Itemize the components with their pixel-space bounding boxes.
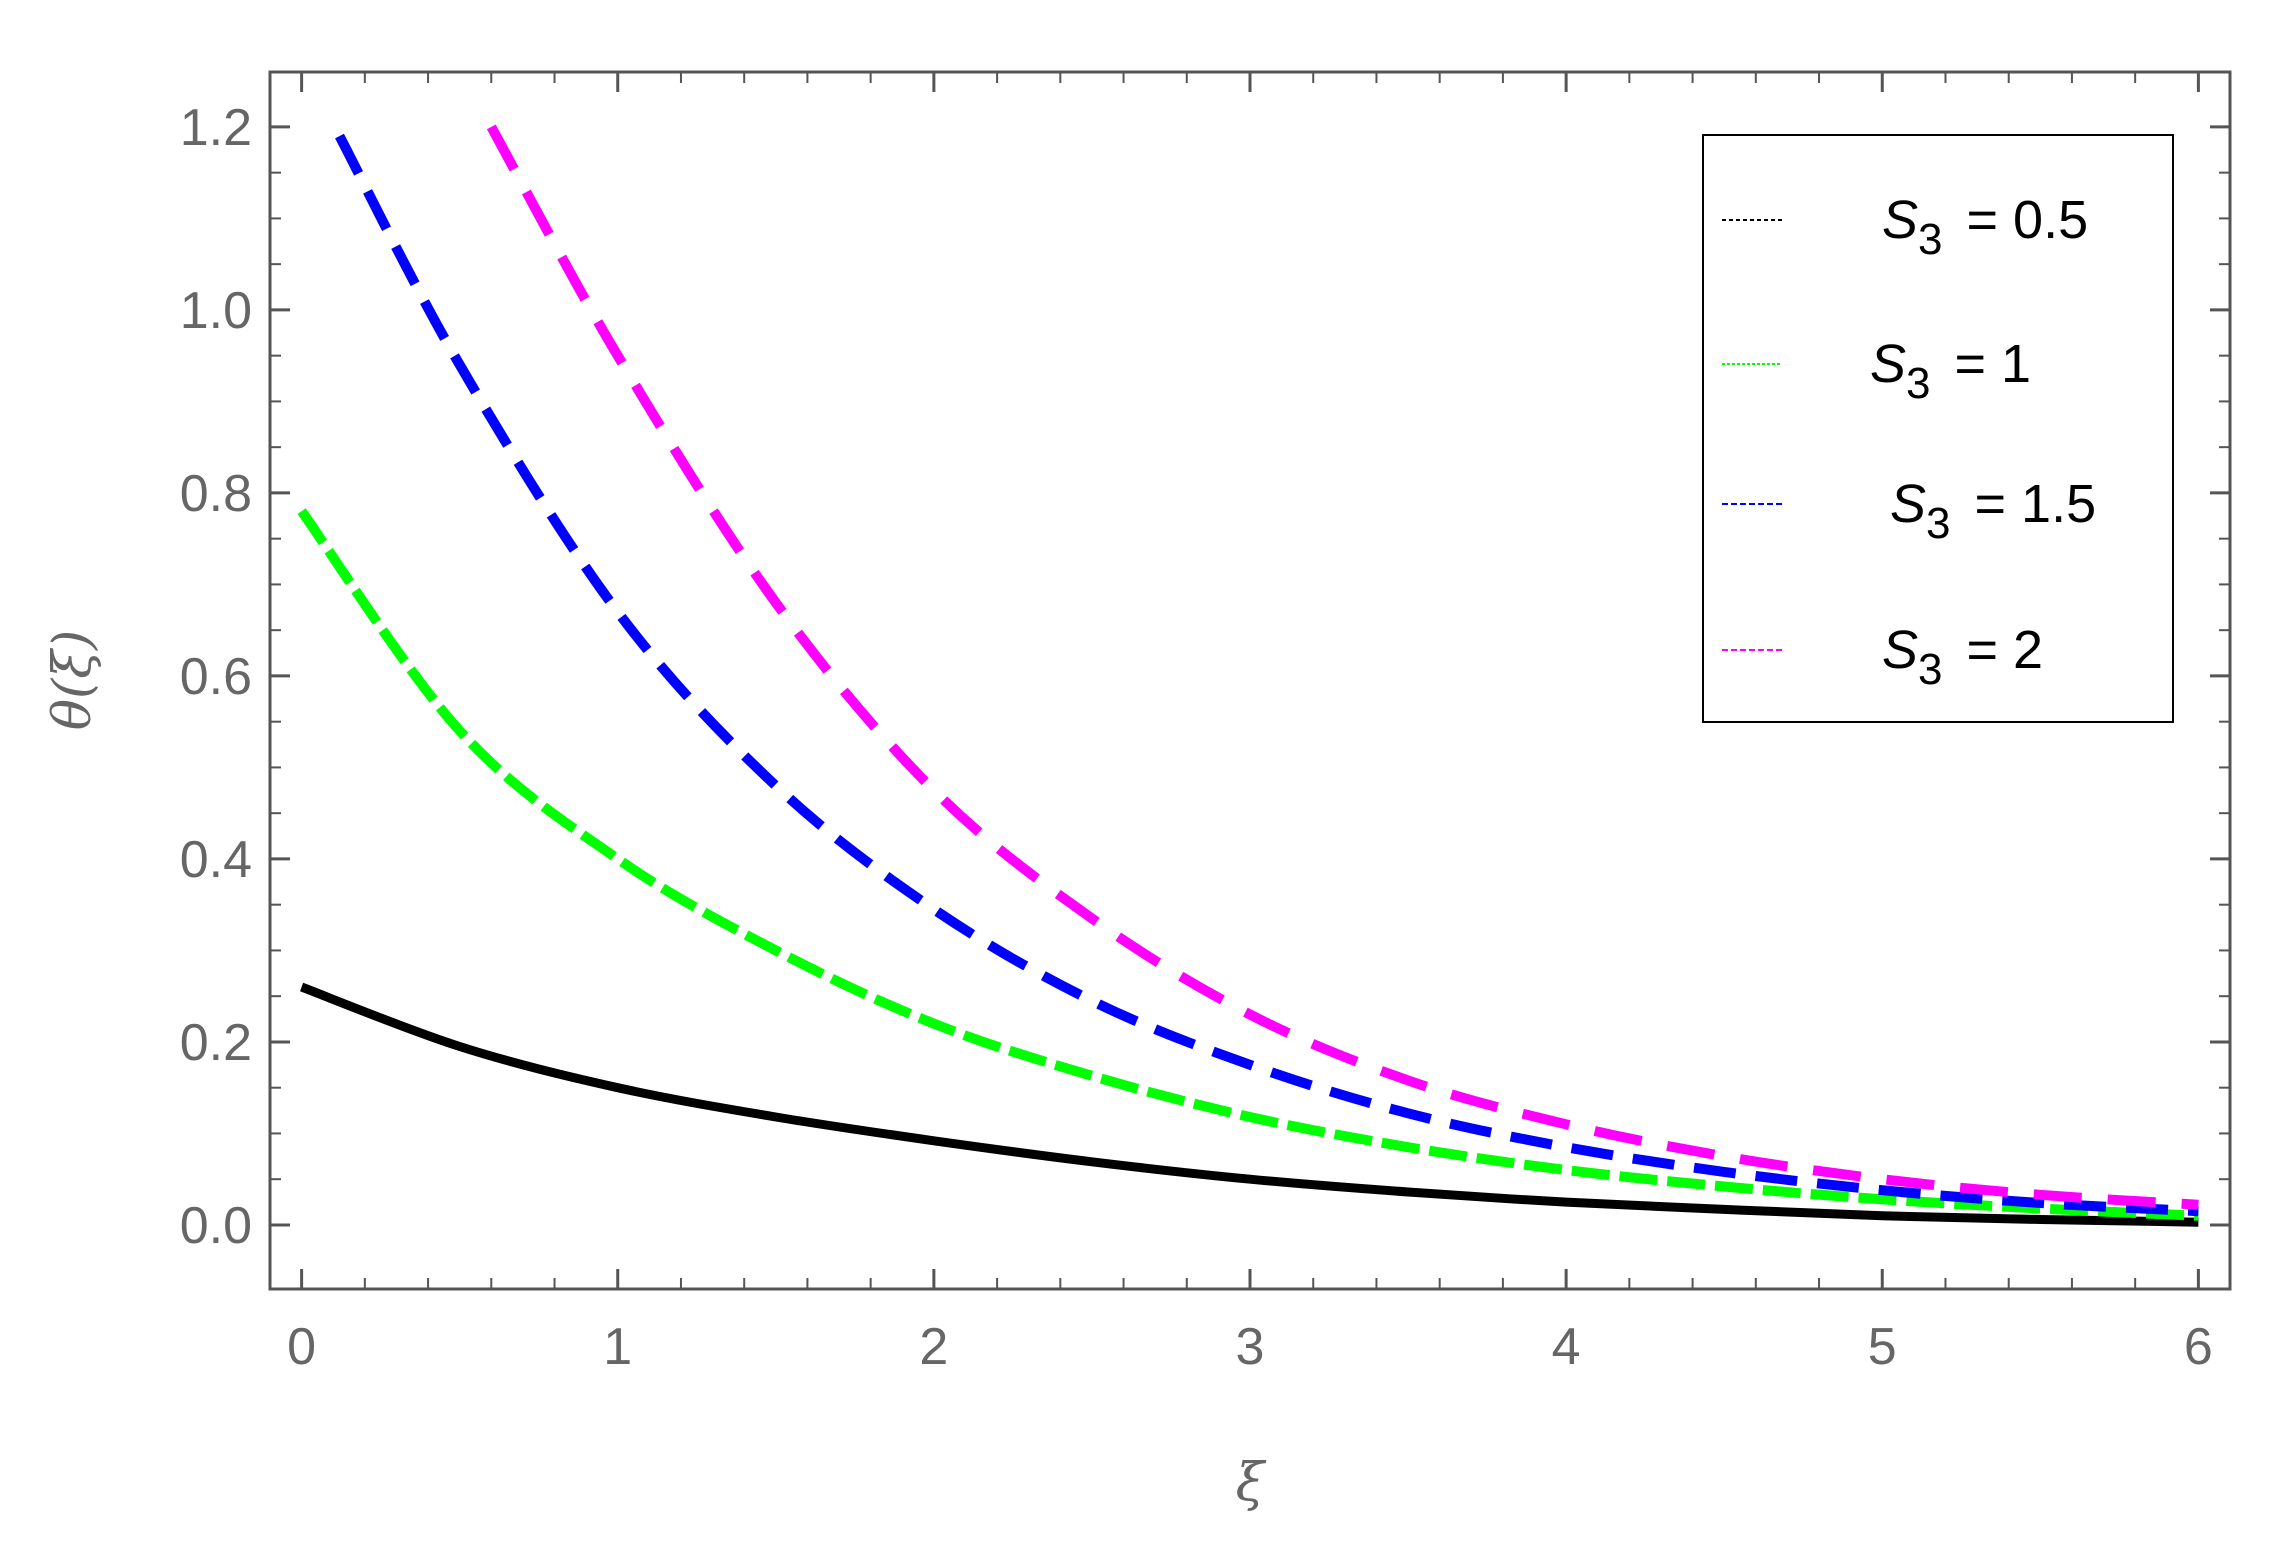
y-tick-label: 1.2 — [180, 99, 252, 157]
series-line-1 — [300, 982, 2199, 1227]
series-layer — [297, 124, 2199, 1227]
legend-label-1: S3 = 0.5 — [1882, 190, 2088, 264]
legend-box — [1702, 134, 2174, 723]
x-tick-label: 6 — [2184, 1318, 2213, 1376]
x-tick-label: 4 — [1552, 1318, 1581, 1376]
y-tick-label: 1.0 — [180, 282, 252, 340]
y-tick-label: 0.8 — [180, 465, 252, 523]
y-tick-label: 0.6 — [180, 648, 252, 706]
axis-ticks — [270, 72, 2230, 1289]
legend-label-4: S3 = 2 — [1882, 620, 2043, 694]
x-tick-label: 5 — [1868, 1318, 1897, 1376]
y-tick-label: 0.2 — [180, 1014, 252, 1072]
axis-tick-labels: 0 1 2 3 4 5 6 0.0 0.2 0.4 0.6 0.8 1.0 1.2 — [180, 99, 2213, 1376]
y-axis-label: θ(ξ) — [43, 630, 103, 731]
y-tick-label: 0.0 — [180, 1197, 252, 1255]
x-axis-label: ξ — [1236, 1453, 1267, 1513]
series-line-4 — [486, 124, 2199, 1210]
x-tick-label: 2 — [919, 1318, 948, 1376]
x-tick-label: 0 — [287, 1318, 316, 1376]
legend-label-2: S3 = 1 — [1870, 334, 2031, 408]
series-line-3 — [335, 133, 2199, 1217]
series-line-2 — [297, 508, 2199, 1221]
legend-label-3: S3 = 1.5 — [1890, 474, 2096, 548]
legend: S3 = 0.5 S3 = 1 S3 = 1.5 S3 = 2 — [1702, 134, 2174, 723]
x-tick-label: 1 — [603, 1318, 632, 1376]
x-tick-label: 3 — [1236, 1318, 1265, 1376]
y-tick-label: 0.4 — [180, 831, 252, 889]
